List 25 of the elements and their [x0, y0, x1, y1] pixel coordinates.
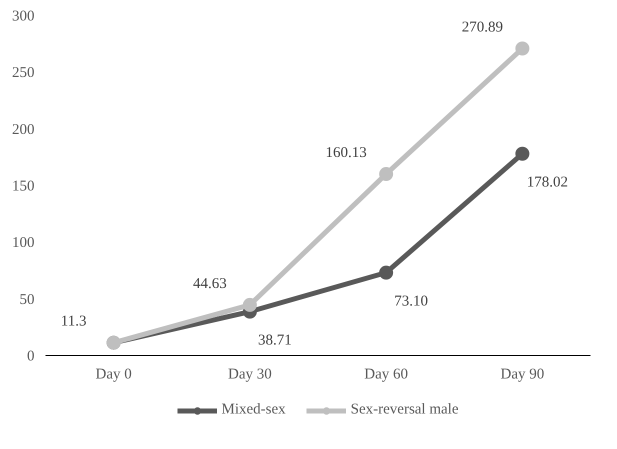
data-label: 270.89: [462, 19, 503, 36]
point: [379, 167, 394, 182]
y-tick-label: 50: [20, 292, 34, 308]
y-tick-label: 200: [12, 122, 34, 138]
x-tick-label: Day 90: [500, 366, 544, 382]
data-label: 11.3: [60, 314, 86, 330]
legend-label: Mixed-sex: [221, 402, 286, 418]
data-label: 73.10: [394, 294, 428, 310]
y-tick-label: 0: [27, 348, 34, 364]
point: [515, 42, 530, 56]
point: [242, 298, 257, 312]
data-label: 44.63: [193, 276, 227, 292]
x-tick-label: Day 60: [364, 366, 408, 382]
point: [379, 266, 394, 280]
y-tick-label: 150: [12, 178, 34, 194]
x-tick-label: Day 30: [228, 366, 272, 382]
x-tick-label: Day 0: [96, 366, 132, 382]
y-tick-label: 250: [12, 65, 34, 82]
y-tick-label: 300: [12, 8, 34, 24]
y-tick-label: 100: [12, 235, 34, 252]
legend-label: Sex-reversal male: [350, 402, 459, 418]
data-label: 160.13: [326, 145, 367, 162]
point: [515, 146, 530, 161]
data-label: 38.71: [258, 332, 292, 349]
data-label: 178.02: [526, 174, 568, 191]
